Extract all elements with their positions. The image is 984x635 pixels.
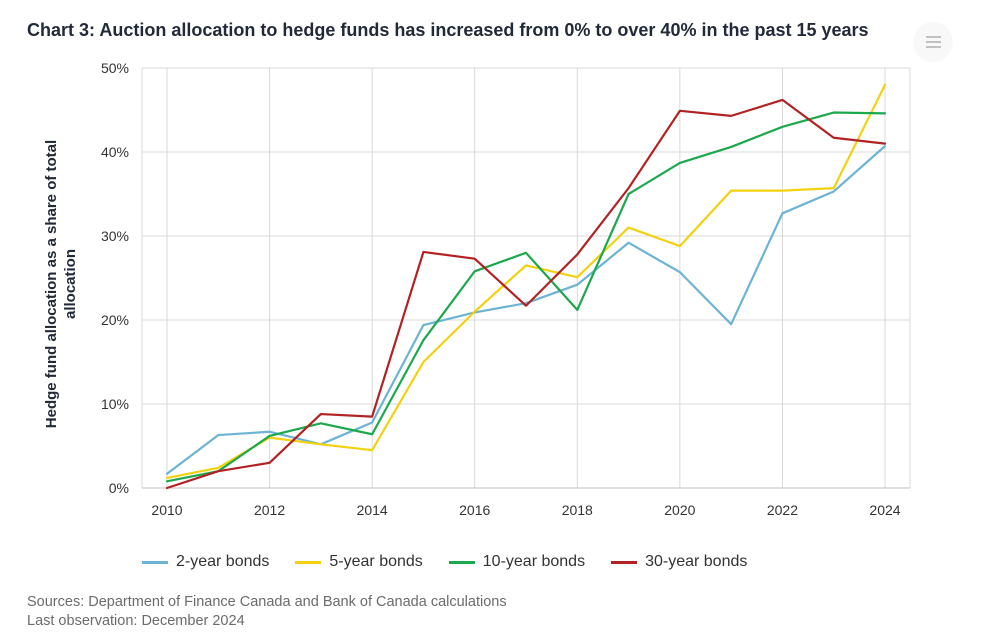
legend-swatch: [295, 560, 322, 564]
series-line-5-year-bonds: [165, 83, 887, 480]
menu-icon-bar: [926, 46, 941, 48]
y-tick-label: 40%: [101, 144, 129, 160]
x-tick-label: 2024: [869, 502, 900, 518]
y-tick-label: 10%: [101, 396, 129, 412]
legend-swatch: [142, 560, 168, 564]
legend-swatch: [611, 560, 638, 564]
x-tick-label: 2020: [664, 502, 695, 518]
menu-icon-bar: [926, 41, 941, 43]
series-line-2-year-bonds: [165, 145, 887, 475]
y-tick-label: 20%: [101, 312, 129, 328]
sources-note: Sources: Department of Finance Canada an…: [27, 594, 507, 610]
legend-label: 5-year bonds: [329, 553, 423, 570]
x-tick-label: 2014: [357, 502, 388, 518]
last-observation-note: Last observation: December 2024: [27, 613, 245, 629]
x-tick-label: 2022: [767, 502, 798, 518]
legend-label: 2-year bonds: [176, 553, 270, 570]
menu-icon: [926, 36, 941, 38]
chart-title: Chart 3: Auction allocation to hedge fun…: [27, 20, 869, 40]
x-tick-label: 2016: [459, 502, 490, 518]
x-tick-label: 2018: [562, 502, 593, 518]
x-tick-label: 2012: [254, 502, 285, 518]
chart-menu-button[interactable]: [913, 22, 953, 62]
series-line-10-year-bonds: [165, 111, 887, 483]
footer: Sources: Department of Finance Canada an…: [27, 593, 507, 631]
y-tick-label: 0%: [109, 480, 129, 496]
y-tick-label: 50%: [101, 60, 129, 76]
legend-label: 10-year bonds: [482, 553, 586, 570]
legend-item[interactable]: 2-year bonds: [142, 553, 269, 571]
legend: 2-year bonds 5-year bonds 10-year bonds 30-…: [142, 553, 773, 571]
series-line-30-year-bonds: [165, 98, 887, 490]
legend-item[interactable]: 5-year bonds: [295, 553, 423, 571]
y-tick-label: 30%: [101, 228, 129, 244]
legend-item[interactable]: 10-year bonds: [448, 553, 586, 571]
legend-swatch: [448, 560, 475, 564]
legend-label: 30-year bonds: [645, 553, 748, 570]
x-tick-label: 2010: [151, 502, 182, 518]
legend-item[interactable]: 30-year bonds: [611, 553, 747, 571]
